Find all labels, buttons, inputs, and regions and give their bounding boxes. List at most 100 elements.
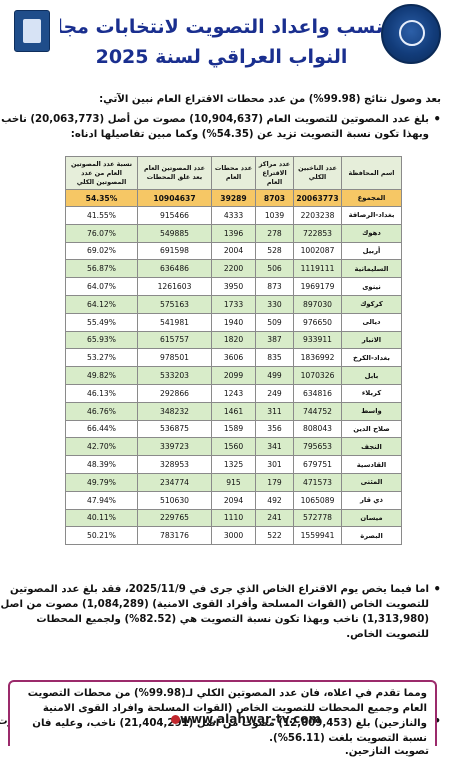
cell-governorate: الانبار xyxy=(341,330,402,350)
table-cell: 2099 xyxy=(211,366,256,385)
table-cell: 56.87% xyxy=(65,259,138,279)
table-total-row: المجموع 20063773 8703 39289 10904637 54.35% xyxy=(65,189,402,207)
table-cell: 40.11% xyxy=(65,508,138,528)
table-row: دهوك 722853 278 1396 549885 76.07% xyxy=(65,223,402,243)
table-cell: 8703 xyxy=(255,189,294,207)
table-row: بابل 1070326 499 2099 533203 49.82% xyxy=(65,366,402,385)
table-cell: 691598 xyxy=(137,241,212,261)
table-cell: 1589 xyxy=(211,419,256,439)
commission-logo-icon xyxy=(14,10,50,52)
table-cell: 301 xyxy=(255,455,294,474)
header: نسب واعداد التصويت لانتخابات مجلس النواب… xyxy=(0,0,449,88)
cell-governorate: بغداد-الرصافة xyxy=(341,206,402,225)
header-stations: عدد محطات العام xyxy=(211,156,256,190)
cell-governorate: صلاح الدين xyxy=(341,419,402,439)
cell-governorate: السليمانية xyxy=(341,259,402,279)
table-cell: 49.82% xyxy=(65,366,138,385)
table-cell: 179 xyxy=(255,472,294,492)
table-cell: 1559941 xyxy=(293,526,342,546)
table-cell: 1070326 xyxy=(293,366,342,385)
table-cell: 1002087 xyxy=(293,241,342,261)
watermark: www.alahwar-tv.com xyxy=(168,712,321,726)
table-cell: 536875 xyxy=(137,419,212,439)
table-row: ديالى 976650 509 1940 541981 55.49% xyxy=(65,312,402,332)
table-cell: 528 xyxy=(255,241,294,261)
table-cell: 1733 xyxy=(211,294,256,314)
table-cell: 572778 xyxy=(293,508,342,528)
table-cell: 339723 xyxy=(137,437,212,457)
table-cell: 341 xyxy=(255,437,294,457)
table-cell: 615757 xyxy=(137,330,212,350)
table-row: بغداد-الكرخ 1836992 835 3606 978501 53.27% xyxy=(65,348,402,368)
cell-governorate: ديالى xyxy=(341,312,402,332)
table-cell: 10904637 xyxy=(137,189,212,207)
cell-governorate: بغداد-الكرخ xyxy=(341,348,402,368)
table-cell: 46.76% xyxy=(65,401,138,421)
table-cell: 1110 xyxy=(211,508,256,528)
bullet-general-vote: بلغ عدد المصوتين للتصويت العام (10,904,6… xyxy=(0,112,441,142)
table-cell: 499 xyxy=(255,366,294,385)
table-cell: 328953 xyxy=(137,455,212,474)
table-cell: 1065089 xyxy=(293,490,342,510)
table-cell: 234774 xyxy=(137,472,212,492)
table-row: النجف 795653 341 1560 339723 42.70% xyxy=(65,437,402,457)
table-cell: 64.12% xyxy=(65,294,138,314)
table-cell: 3000 xyxy=(211,526,256,546)
table-cell: 3950 xyxy=(211,277,256,296)
table-cell: 506 xyxy=(255,259,294,279)
table-cell: 976650 xyxy=(293,312,342,332)
page-title-line1: نسب واعداد التصويت لانتخابات مجلس xyxy=(60,16,383,38)
table-cell: 1560 xyxy=(211,437,256,457)
table-cell: 471573 xyxy=(293,472,342,492)
table-cell: 278 xyxy=(255,223,294,243)
cell-governorate: نينوى xyxy=(341,277,402,296)
table-cell: 2200 xyxy=(211,259,256,279)
table-cell: 54.35% xyxy=(65,189,138,207)
intro-text: بعد وصول نتائج (99.98%) من عدد محطات الا… xyxy=(99,94,441,105)
table-cell: 873 xyxy=(255,277,294,296)
table-cell: 492 xyxy=(255,490,294,510)
cell-governorate: النجف xyxy=(341,437,402,457)
table-cell: 229765 xyxy=(137,508,212,528)
table-cell: 510630 xyxy=(137,490,212,510)
iraq-emblem-icon xyxy=(381,4,441,64)
table-cell: 575163 xyxy=(137,294,212,314)
table-cell: 1325 xyxy=(211,455,256,474)
cell-governorate: دهوك xyxy=(341,223,402,243)
table-cell: 20063773 xyxy=(293,189,342,207)
table-row: السليمانية 1119111 506 2200 636486 56.87% xyxy=(65,259,402,279)
table-cell: 249 xyxy=(255,383,294,403)
table-cell: 636486 xyxy=(137,259,212,279)
table-cell: 1396 xyxy=(211,223,256,243)
table-cell: 47.94% xyxy=(65,490,138,510)
cell-governorate: واسط xyxy=(341,401,402,421)
header-governorate: اسم المحافظة xyxy=(341,156,402,190)
table-cell: 1940 xyxy=(211,312,256,332)
table-cell: 2004 xyxy=(211,241,256,261)
table-cell: 897030 xyxy=(293,294,342,314)
table-cell: 915466 xyxy=(137,206,212,225)
header-voters-after-closing: عدد المصوتين العام بعد غلق المحطات xyxy=(137,156,212,190)
table-cell: 744752 xyxy=(293,401,342,421)
table-cell: 53.27% xyxy=(65,348,138,368)
table-cell: 533203 xyxy=(137,366,212,385)
table-cell: 76.07% xyxy=(65,223,138,243)
final-summary-box: ومما تقدم في اعلاه، فان عدد المصوتين الك… xyxy=(8,680,437,746)
table-cell: 4333 xyxy=(211,206,256,225)
watermark-dot-icon xyxy=(171,715,180,724)
cell-governorate: المجموع xyxy=(341,189,402,207)
table-row: واسط 744752 311 1461 348232 46.76% xyxy=(65,401,402,421)
table-cell: 69.02% xyxy=(65,241,138,261)
table-row: البصرة 1559941 522 3000 783176 50.21% xyxy=(65,526,402,546)
cell-governorate: كركوك xyxy=(341,294,402,314)
final-summary-text: ومما تقدم في اعلاه، فان عدد المصوتين الك… xyxy=(27,688,427,744)
table-cell: 241 xyxy=(255,508,294,528)
cell-governorate: بابل xyxy=(341,366,402,385)
table-cell: 1836992 xyxy=(293,348,342,368)
table-cell: 387 xyxy=(255,330,294,350)
table-cell: 1119111 xyxy=(293,259,342,279)
table-cell: 66.44% xyxy=(65,419,138,439)
header-polling-centers: عدد مراكز الاقتراع العام xyxy=(255,156,294,190)
table-row: المثنى 471573 179 915 234774 49.79% xyxy=(65,472,402,492)
header-turnout-percent: نسبة عدد المصوتين العام من عدد المصوتين … xyxy=(65,156,138,190)
